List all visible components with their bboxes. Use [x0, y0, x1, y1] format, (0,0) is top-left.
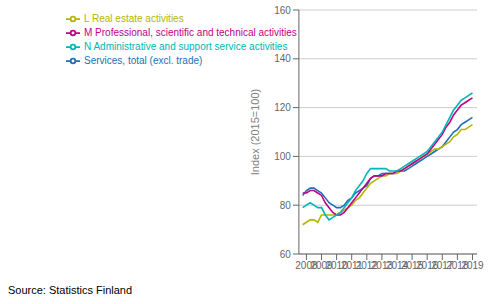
- svg-text:2015: 2015: [401, 260, 424, 272]
- svg-text:2010: 2010: [325, 260, 348, 272]
- svg-text:2013: 2013: [370, 260, 393, 272]
- svg-text:120: 120: [274, 102, 291, 113]
- html-text:N Administrative and support s: N Administrative and support service act…: [84, 40, 288, 52]
- svg-text:Index (2015=100): Index (2015=100): [249, 89, 261, 176]
- svg-text:2019: 2019: [461, 260, 484, 271]
- html-text:M Professional, scientific and: M Professional, scientific and technical…: [84, 26, 297, 38]
- svg-text:2017: 2017: [431, 260, 454, 272]
- svg-text:2009: 2009: [310, 260, 333, 272]
- svg-text:2014: 2014: [385, 260, 409, 272]
- svg-text:2008: 2008: [295, 260, 318, 272]
- html-text:L Real estate activities: L Real estate activities: [84, 12, 184, 24]
- svg-text:60: 60: [280, 249, 292, 260]
- svg-text:2012: 2012: [355, 260, 378, 272]
- svg-text:2018: 2018: [446, 260, 469, 272]
- html-text:Services, total (excl. trade): Services, total (excl. trade): [84, 54, 203, 66]
- svg-text:80: 80: [280, 200, 292, 211]
- svg-text:160: 160: [274, 5, 291, 16]
- svg-text:140: 140: [274, 53, 291, 64]
- html-text:Source: Statistics Finland: Source: Statistics Finland: [8, 284, 133, 296]
- svg-text:2011: 2011: [341, 260, 363, 272]
- svg-text:2016: 2016: [416, 260, 439, 272]
- svg-text:100: 100: [274, 151, 291, 162]
